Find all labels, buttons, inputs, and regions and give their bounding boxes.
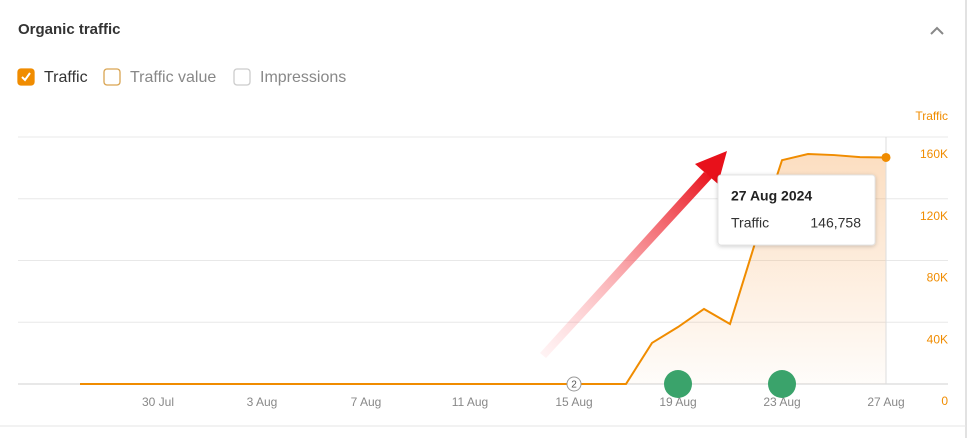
hover-point bbox=[881, 152, 891, 162]
checkmark bbox=[21, 72, 31, 82]
x-tick-label: 30 Jul bbox=[142, 395, 174, 409]
tooltip: 27 Aug 2024 Traffic 146,758 bbox=[717, 174, 876, 246]
tooltip-value: 146,758 bbox=[810, 215, 861, 231]
annotation-marker[interactable] bbox=[566, 376, 582, 392]
toggles: Traffic Traffic value Impressions bbox=[17, 68, 346, 86]
tooltip-label: Traffic bbox=[731, 215, 769, 231]
checkbox-label: Impressions bbox=[260, 69, 346, 86]
panel-title: Organic traffic bbox=[18, 21, 121, 38]
checkbox-label: Traffic value bbox=[130, 69, 216, 86]
x-tick-label: 3 Aug bbox=[247, 395, 278, 409]
update-marker[interactable] bbox=[768, 370, 796, 398]
area bbox=[80, 153, 886, 384]
x-tick-label: 19 Aug bbox=[659, 395, 696, 409]
update-marker[interactable] bbox=[664, 370, 692, 398]
plot: Traffic 0 40K 80K 120K 160K 30 Jul 3 Aug 7 Aug 11… bbox=[18, 109, 948, 409]
y-axis-title: Traffic bbox=[915, 109, 948, 123]
arrow-shaft bbox=[540, 172, 712, 358]
x-tick-label: 27 Aug bbox=[867, 395, 904, 409]
y-tick-label: 80K bbox=[927, 271, 948, 285]
x-tick-label: 11 Aug bbox=[452, 395, 488, 409]
x-tick-label: 23 Aug bbox=[763, 395, 800, 409]
y-tick-label: 40K bbox=[927, 332, 948, 346]
y-tick-label: 120K bbox=[920, 209, 948, 223]
tooltip-title: 27 Aug 2024 bbox=[731, 188, 812, 204]
x-tick-label: 15 Aug bbox=[555, 395, 592, 409]
line bbox=[80, 152, 887, 385]
annotation-count: 2 bbox=[571, 380, 577, 391]
checkbox[interactable] bbox=[103, 68, 121, 86]
y-tick-label: 0 bbox=[941, 394, 948, 408]
tooltip-box bbox=[717, 174, 876, 246]
checkbox[interactable] bbox=[233, 68, 251, 86]
collapse-button[interactable] bbox=[930, 26, 944, 35]
y-tick-label: 160K bbox=[920, 147, 948, 161]
x-tick-label: 7 Aug bbox=[351, 395, 382, 409]
checkbox-label: Traffic bbox=[44, 69, 88, 86]
